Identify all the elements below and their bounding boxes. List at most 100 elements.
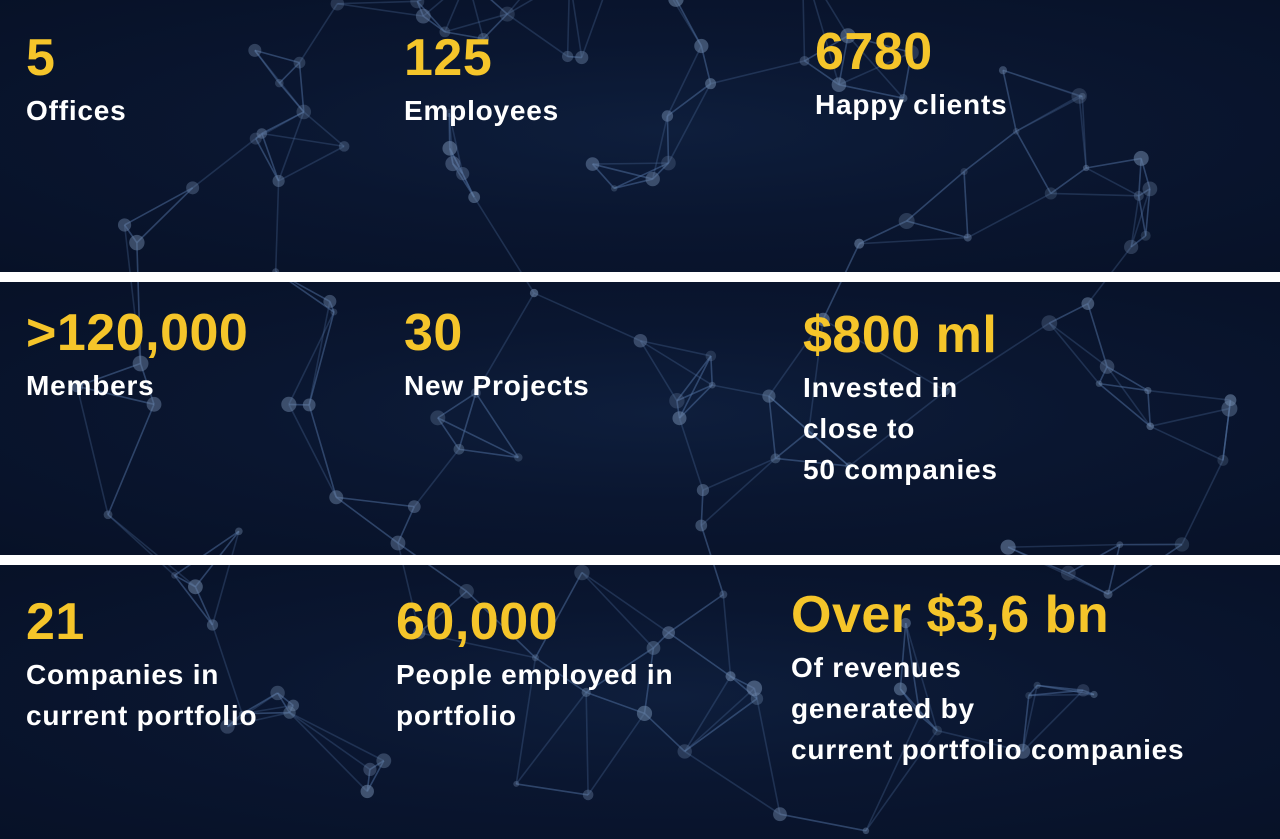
network-link xyxy=(482,13,508,40)
network-link xyxy=(1222,408,1231,461)
network-node xyxy=(816,312,830,327)
network-link xyxy=(904,622,921,716)
network-link xyxy=(1044,565,1109,595)
network-node xyxy=(1144,386,1152,395)
network-link xyxy=(242,704,294,715)
network-node xyxy=(840,28,856,44)
network-link xyxy=(676,384,713,402)
network-link xyxy=(1028,684,1038,696)
network-link xyxy=(448,113,454,164)
network-link xyxy=(804,35,849,62)
network-link xyxy=(161,565,176,576)
network-link xyxy=(458,448,519,459)
network-link xyxy=(292,282,331,303)
network-link xyxy=(336,496,415,508)
network-link xyxy=(534,572,583,659)
network-node xyxy=(845,462,853,470)
network-link xyxy=(241,692,279,715)
network-link xyxy=(534,572,583,659)
network-node xyxy=(960,167,968,176)
network-node xyxy=(1077,684,1090,697)
network-node xyxy=(283,706,296,719)
network-link xyxy=(919,714,938,732)
network-node xyxy=(188,579,203,595)
network-node xyxy=(1116,541,1124,549)
network-node xyxy=(1044,187,1057,200)
network-link xyxy=(76,386,109,515)
network-node xyxy=(249,132,262,145)
network-node xyxy=(585,157,600,171)
stat-label: Employees xyxy=(404,95,560,126)
network-link xyxy=(1111,246,1132,272)
network-link xyxy=(1002,69,1080,97)
network-link xyxy=(643,712,686,752)
network-link xyxy=(678,355,712,419)
stat-value: 6780 xyxy=(815,23,933,81)
network-node xyxy=(413,626,426,639)
network-link xyxy=(838,83,904,99)
network-link xyxy=(865,715,921,832)
network-node xyxy=(442,141,458,156)
network-link xyxy=(859,236,968,245)
stat-portfolio-companies: 21 Companies in current portfolio xyxy=(26,596,257,736)
network-link xyxy=(652,162,670,180)
network-node xyxy=(916,711,924,719)
network-link xyxy=(76,385,155,406)
network-link xyxy=(298,3,339,64)
network-link xyxy=(241,692,279,715)
network-link xyxy=(506,0,521,15)
network-link xyxy=(136,187,194,244)
network-node xyxy=(376,753,392,769)
network-node xyxy=(456,167,470,181)
network-link xyxy=(848,390,947,467)
network-link xyxy=(452,163,464,175)
stat-people-employed: 60,000 People employed in portfolio xyxy=(396,596,673,736)
stat-label: Companies in current portfolio xyxy=(26,659,258,731)
network-node xyxy=(662,626,676,640)
network-globe-background xyxy=(161,565,1153,835)
network-link xyxy=(1098,382,1149,392)
network-link xyxy=(844,243,860,272)
network-link xyxy=(255,132,263,140)
network-node xyxy=(410,0,425,9)
network-link xyxy=(585,691,645,715)
network-link xyxy=(1015,130,1052,194)
network-link xyxy=(945,322,1050,392)
network-link xyxy=(713,565,725,595)
network-link xyxy=(278,82,305,113)
network-link xyxy=(192,137,257,189)
network-node xyxy=(899,93,908,103)
network-link xyxy=(666,45,703,117)
network-link xyxy=(1047,565,1069,574)
network-link xyxy=(614,178,653,190)
network-link xyxy=(277,692,294,706)
network-link xyxy=(1106,366,1151,427)
stats-row-3: 21 Companies in current portfolio 60,000… xyxy=(0,565,1280,839)
network-link xyxy=(1098,366,1108,384)
network-link xyxy=(906,220,968,239)
network-node xyxy=(963,233,972,242)
network-link xyxy=(276,692,291,714)
network-link xyxy=(261,111,305,135)
network-link xyxy=(919,714,938,732)
network-link xyxy=(336,496,415,508)
network-link xyxy=(416,1,425,17)
network-node xyxy=(1140,230,1151,241)
network-link xyxy=(768,318,824,397)
network-link xyxy=(136,242,139,272)
network-link xyxy=(308,404,338,498)
network-node xyxy=(1090,690,1098,699)
network-link xyxy=(255,138,280,182)
network-node xyxy=(998,66,1008,75)
network-node xyxy=(677,744,692,759)
network-link xyxy=(473,196,522,272)
network-link xyxy=(422,15,446,33)
network-node xyxy=(561,50,574,63)
network-link xyxy=(139,363,155,405)
network-link xyxy=(308,301,331,406)
network-link xyxy=(675,0,703,47)
network-link xyxy=(768,395,850,467)
network-node xyxy=(338,141,350,152)
network-node xyxy=(898,212,915,229)
network-node xyxy=(1099,359,1115,374)
